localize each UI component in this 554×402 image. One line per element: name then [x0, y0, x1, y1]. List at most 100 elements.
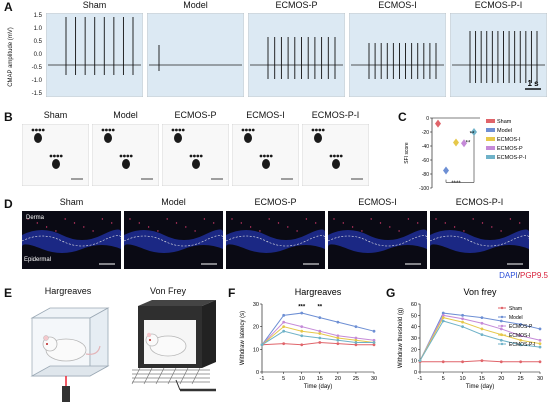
panel-d-title-model: Model: [161, 197, 186, 207]
data-point-model: [519, 323, 523, 326]
panel-a-ytick: -1.5: [31, 91, 42, 97]
apparatus-drawings: [30, 300, 216, 402]
data-point-ecmos-p-i: [354, 341, 358, 344]
data-point-sham: [480, 359, 484, 363]
data-point-ecmos-i: [336, 336, 340, 340]
footprint-image-model: [92, 124, 159, 186]
footprint-image-ecmos-i: [232, 124, 299, 186]
xtick-label: 30: [371, 376, 377, 382]
ytick-label: 20: [411, 347, 417, 353]
legend-label-sham: Sham: [497, 119, 512, 125]
chart-title: Hargreaves: [295, 287, 342, 297]
xtick-label: 5: [442, 376, 445, 382]
ytick-label: 10: [253, 347, 259, 353]
data-point-model: [461, 313, 464, 317]
data-point-ecmos-p-i: [461, 325, 464, 329]
panel-a-traces: Sham Model ECMOS-P ECMOS-I ECMOS-P-I 1 s: [46, 0, 554, 108]
legend-swatch-ecmos-i: [486, 137, 495, 141]
legend-label-model: Model: [509, 315, 523, 321]
data-point-model: [318, 316, 322, 319]
panel-label-b: B: [4, 110, 13, 124]
von-frey-apparatus: [131, 300, 216, 392]
data-point-model: [354, 325, 358, 329]
data-point-sham: [441, 360, 445, 364]
panel-d-histology: Sham Derma Epidermal Model ECMOS-P ECMOS-I ECM…: [22, 197, 552, 283]
xtick-label: 10: [460, 376, 466, 382]
sig-annotation: **: [470, 132, 475, 138]
data-point-ecmos-p: [480, 321, 484, 325]
legend-swatch-ecmos-p-i: [486, 155, 495, 159]
data-point-ecmos-p: [282, 320, 286, 324]
sig-annotation: **: [317, 305, 322, 311]
panel-a-title-sham: Sham: [82, 0, 107, 10]
stain-dapi: DAPI: [499, 271, 518, 280]
panel-a-ylabel: CMAP amplitude (mV): [8, 27, 14, 87]
xtick-label: 20: [498, 376, 504, 382]
panel-a-ytick: 0.5: [33, 39, 42, 45]
data-point-ecmos-i: [318, 332, 322, 335]
data-point-ecmos-i: [354, 338, 358, 342]
panel-label-a: A: [4, 0, 13, 14]
panel-c-ytick: 0: [426, 116, 429, 122]
xtick-label: 25: [518, 376, 524, 382]
data-point-ecmos-p: [461, 317, 464, 321]
chart-title: Von frey: [463, 287, 497, 297]
panel-c-ytick: -80: [422, 172, 429, 178]
data-point-ecmos-p-i: [260, 343, 264, 347]
sig-annotation: ***: [298, 305, 306, 311]
footprint-image-ecmos-p: [162, 124, 229, 186]
panel-d-title-ecmos-p-i: ECMOS-P-I: [455, 197, 504, 207]
legend-label-ecmos-i: ECMOS-I: [497, 137, 521, 143]
label-epidermal: Epidermal: [24, 257, 51, 263]
sig-annotation: ****: [451, 181, 461, 187]
legend-label-sham: Sham: [509, 306, 522, 312]
legend-swatch-ecmos-p: [486, 146, 495, 150]
data-point-ecmos-i: [441, 316, 445, 319]
data-point-model: [538, 327, 542, 331]
ytick-label: 60: [411, 302, 417, 308]
panel-a-scalebar-label: 1 s: [527, 79, 539, 88]
panel-c-ytick: -40: [422, 144, 429, 150]
panel-a-title-ecmos-p: ECMOS-P: [275, 0, 318, 10]
legend-marker-sham: [500, 306, 504, 310]
histology-image-model: [124, 211, 223, 269]
x-axis-label: Time (day): [466, 384, 494, 390]
xtick-label: 5: [282, 376, 285, 382]
von-frey-title: Von Frey: [149, 286, 187, 296]
panel-b-title-sham: Sham: [43, 110, 68, 120]
sfi-point-ecmos-p: [461, 139, 467, 148]
sfi-point-model: [443, 166, 449, 175]
xtick-label: -1: [418, 376, 423, 382]
panel-a-ytick: 1.5: [33, 13, 42, 19]
data-point-ecmos-p-i: [480, 333, 484, 336]
data-point-ecmos-i: [282, 325, 286, 329]
histology-image-ecmos-p-i: [430, 211, 529, 269]
data-point-ecmos-p: [354, 336, 358, 340]
legend-label-ecmos-i: ECMOS-I: [509, 333, 530, 339]
data-point-ecmos-i: [480, 327, 484, 331]
legend-marker-ecmos-p-i: [500, 342, 504, 346]
panel-c-ylabel: SFI score: [404, 142, 410, 164]
xtick-label: 15: [479, 376, 485, 382]
cmap-trace-ecmos-i: [349, 13, 446, 97]
data-point-ecmos-p-i: [538, 345, 542, 349]
data-point-sham: [300, 343, 304, 347]
data-point-sham: [282, 342, 286, 346]
panel-label-d: D: [4, 197, 13, 211]
data-point-model: [372, 329, 376, 333]
data-point-sham: [336, 342, 340, 346]
legend-label-ecmos-p-i: ECMOS-P-I: [497, 155, 527, 161]
data-point-ecmos-p: [336, 334, 340, 338]
data-point-ecmos-p: [318, 329, 322, 333]
ytick-label: 20: [253, 325, 259, 331]
panel-label-g: G: [386, 286, 396, 300]
data-point-ecmos-p-i: [318, 336, 322, 340]
panel-e-illustration: Hargreaves Von Frey: [20, 286, 225, 402]
ytick-label: 0: [256, 370, 259, 376]
panel-a-title-model: Model: [183, 0, 208, 10]
data-point-ecmos-p: [300, 325, 304, 329]
footprint-image-ecmos-p-i: [302, 124, 369, 186]
panel-a-title-ecmos-p-i: ECMOS-P-I: [474, 0, 523, 10]
data-point-sham: [318, 341, 322, 344]
panel-a-ytick: -1.0: [31, 78, 42, 84]
